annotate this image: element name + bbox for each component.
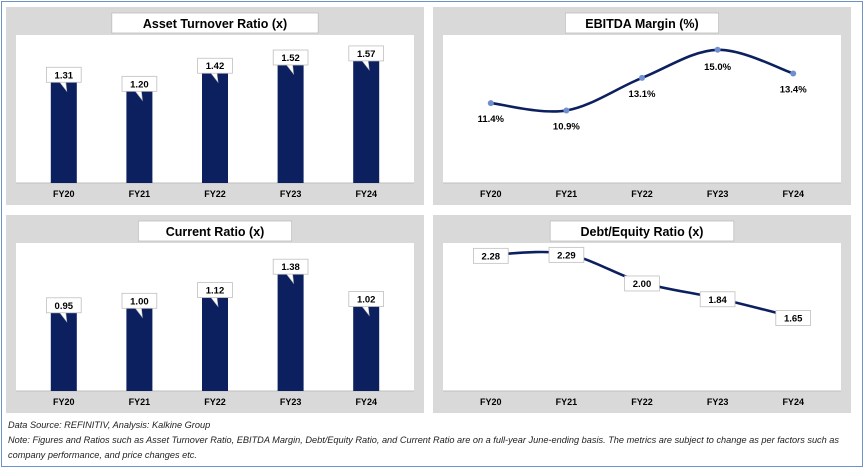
data-label: 13.4%	[780, 84, 807, 95]
data-label-pointer	[285, 64, 295, 76]
data-label: 15.0%	[704, 62, 731, 73]
x-tick-label: FY20	[480, 189, 502, 199]
point-fy23	[714, 46, 721, 53]
data-source-note: Data Source: REFINITIV, Analysis: Kalkin…	[8, 420, 211, 430]
x-tick-label: FY23	[280, 189, 302, 199]
bar-fy22	[202, 66, 228, 183]
data-label: 2.29	[557, 250, 576, 261]
x-tick-label: FY22	[204, 397, 226, 407]
data-label-box	[775, 310, 811, 326]
asset-turnover-panel: FY20 1.31 FY21 1.20 FY22 1.42 FY23 1.52 FY24 1.57…	[6, 7, 424, 205]
bar-fy21	[126, 301, 153, 391]
current-ratio-panel: FY20 0.95 FY21 1.00 FY22 1.12 FY23 1.38 FY24 1.02…	[6, 215, 424, 413]
data-label-pointer	[59, 312, 68, 323]
data-label: 1.65	[784, 314, 803, 325]
chart-title-box	[111, 12, 319, 34]
data-label: 10.9%	[553, 121, 580, 132]
chart-title: Asset Turnover Ratio (x)	[143, 17, 287, 31]
x-tick-label: FY23	[707, 189, 729, 199]
data-label: 1.00	[130, 296, 149, 307]
data-label: 1.38	[281, 262, 300, 273]
data-label-pointer	[285, 273, 295, 285]
bar-fy24	[353, 53, 380, 184]
data-label-box	[473, 247, 509, 264]
data-label: 1.42	[206, 61, 225, 72]
data-label-pointer	[361, 306, 370, 317]
point-fy20	[487, 100, 494, 107]
chart-title-box	[137, 220, 292, 242]
x-tick-label: FY21	[129, 397, 151, 407]
point-fy22	[639, 74, 645, 81]
data-label: 1.31	[55, 70, 74, 81]
data-label: 0.95	[55, 301, 74, 312]
bar-fy23	[277, 58, 304, 184]
data-label: 1.52	[281, 53, 300, 64]
bar-fy21	[126, 84, 153, 183]
x-tick-label: FY21	[556, 397, 578, 407]
current-ratio-chart: FY20 0.95 FY21 1.00 FY22 1.12 FY23 1.38 FY24 1.02…	[16, 220, 414, 407]
asset-turnover-chart: FY20 1.31 FY21 1.20 FY22 1.42 FY23 1.52 FY24 1.57…	[16, 12, 414, 199]
debt-equity-panel: FY20 2.28 FY21 2.29 FY22 2.00 FY23 1.84 FY24 1.65…	[433, 215, 851, 413]
x-tick-label: FY20	[53, 189, 75, 199]
x-tick-label: FY23	[707, 397, 729, 407]
data-label-box	[548, 246, 585, 263]
x-tick-label: FY23	[280, 397, 302, 407]
data-label: 1.84	[708, 295, 727, 306]
chart-title: EBITDA Margin (%)	[585, 17, 698, 31]
x-tick-label: FY22	[631, 189, 653, 199]
data-label-pointer	[210, 72, 219, 84]
bar-fy24	[353, 299, 380, 391]
debt-equity-chart: FY20 2.28 FY21 2.29 FY22 2.00 FY23 1.84 FY24 1.65…	[443, 220, 841, 407]
data-label-pointer	[361, 60, 370, 71]
data-label-pointer	[59, 81, 68, 93]
x-tick-label: FY21	[129, 189, 151, 199]
chart-title-box	[549, 220, 735, 242]
x-tick-label: FY24	[355, 397, 377, 407]
data-label: 1.20	[130, 79, 149, 90]
data-label-pointer	[134, 308, 143, 319]
data-label: 13.1%	[629, 89, 656, 100]
x-tick-label: FY22	[204, 189, 226, 199]
plot-area	[443, 35, 841, 183]
data-label: 1.02	[357, 295, 376, 306]
x-tick-label: FY22	[631, 397, 653, 407]
bar-fy20	[50, 75, 77, 183]
data-label-box	[699, 291, 736, 308]
ebitda-margin-chart: FY20 11.4% FY21 10.9% FY22 13.1% FY23 15.0% FY24…	[443, 12, 841, 199]
x-tick-label: FY24	[355, 189, 377, 199]
data-label-box	[624, 275, 660, 292]
bar-fy20	[50, 305, 77, 391]
x-tick-label: FY20	[53, 397, 75, 407]
data-label: 2.00	[633, 279, 652, 290]
x-tick-label: FY21	[556, 189, 578, 199]
methodology-note-line1: Note: Figures and Ratios such as Asset T…	[8, 435, 840, 445]
x-tick-label: FY24	[782, 189, 804, 199]
bar-fy23	[277, 267, 304, 391]
point-fy24	[790, 70, 797, 77]
methodology-note-line2: company performance, and price changes e…	[8, 450, 197, 460]
chart-title: Current Ratio (x)	[166, 225, 265, 239]
data-label-pointer	[134, 91, 143, 102]
data-label: 2.28	[482, 251, 501, 262]
bar-fy22	[202, 290, 228, 391]
data-label: 1.12	[206, 286, 225, 297]
data-label: 1.57	[357, 49, 376, 60]
plot-area	[443, 243, 841, 391]
chart-title-box	[564, 12, 719, 34]
data-label: 11.4%	[478, 114, 505, 125]
x-tick-label: FY20	[480, 397, 502, 407]
chart-title: Debt/Equity Ratio (x)	[581, 225, 704, 239]
ebitda-margin-panel: FY20 11.4% FY21 10.9% FY22 13.1% FY23 15.0% FY24…	[433, 7, 851, 205]
data-label-pointer	[210, 297, 219, 308]
point-fy21	[563, 107, 570, 114]
x-tick-label: FY24	[782, 397, 804, 407]
